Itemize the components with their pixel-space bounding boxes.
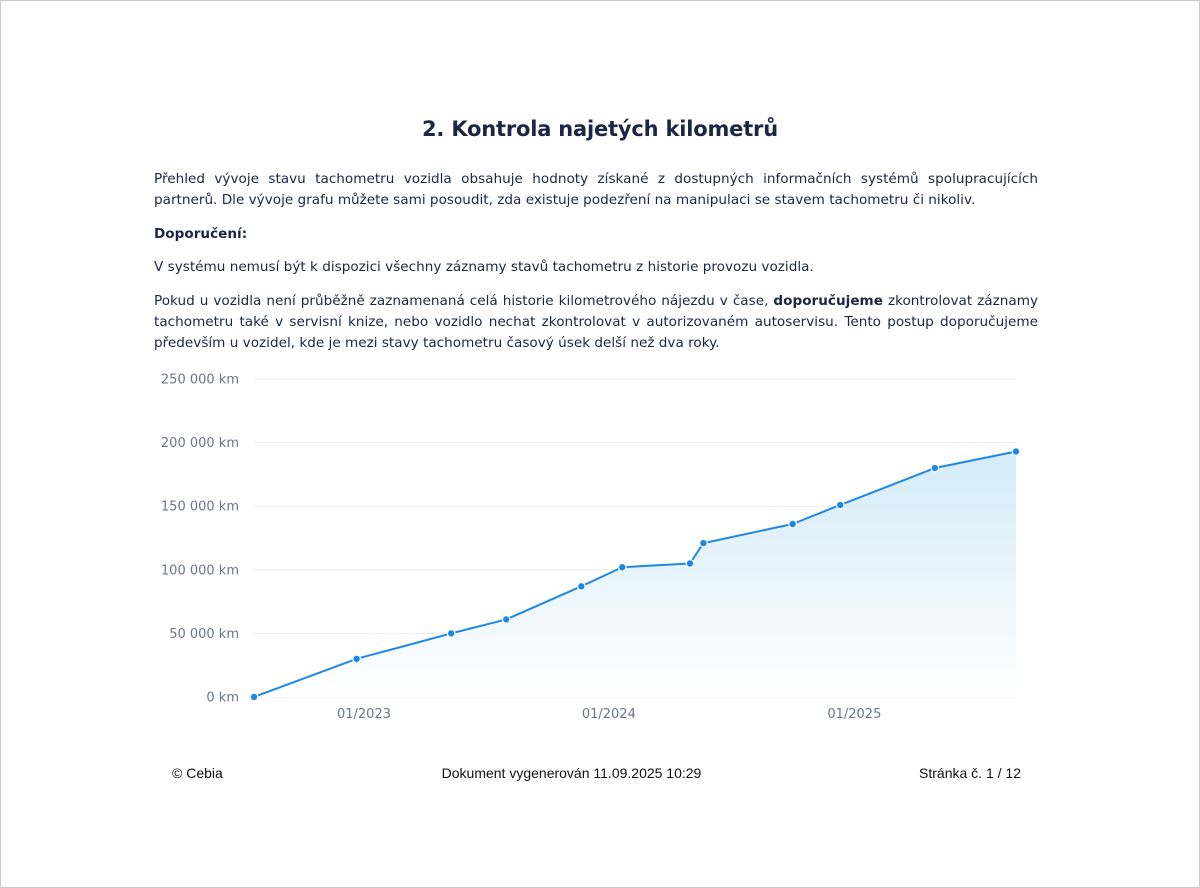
x-tick-label: 01/2025 bbox=[827, 707, 881, 722]
advice-text-start: Pokud u vozidla není průběžně zaznamenan… bbox=[154, 293, 774, 309]
y-tick-label: 50 000 km bbox=[169, 627, 239, 642]
advice-emphasis: doporučujeme bbox=[773, 293, 883, 309]
data-point bbox=[501, 615, 511, 624]
data-point bbox=[576, 581, 586, 591]
footer-page-number: Stránka č. 1 / 12 bbox=[919, 765, 1021, 781]
y-tick-label: 200 000 km bbox=[161, 436, 239, 451]
recommendation-heading: Doporučení: bbox=[154, 226, 248, 242]
data-point bbox=[352, 654, 362, 664]
data-point bbox=[930, 463, 940, 473]
intro-paragraph: Přehled vývoje stavu tachometru vozidla … bbox=[154, 171, 1038, 208]
data-point bbox=[249, 692, 259, 702]
y-tick-label: 100 000 km bbox=[161, 563, 239, 578]
data-point bbox=[1011, 447, 1021, 456]
x-tick-label: 01/2023 bbox=[337, 707, 391, 722]
mileage-chart-svg: 0 km 50 000 km 100 000 km 150 000 km 200 000… bbox=[161, 373, 1021, 722]
data-point bbox=[685, 559, 695, 568]
data-point bbox=[446, 629, 456, 638]
advice-text-end: zkontrolovat záznamy tachometru také v s… bbox=[154, 293, 1038, 351]
data-point bbox=[699, 538, 708, 548]
recommendation-text: V systému nemusí být k dispozici všechny… bbox=[154, 259, 814, 275]
x-tick-label: 01/2024 bbox=[582, 707, 636, 722]
footer-generated-date: Dokument vygenerován 11.09.2025 10:29 bbox=[441, 765, 702, 781]
mileage-chart: 0 km 50 000 km 100 000 km 150 000 km 200 000… bbox=[150, 364, 1030, 734]
advice-paragraph: Pokud u vozidla není průběžně zaznamenan… bbox=[154, 291, 1038, 354]
section-title: 2. Kontrola najetých kilometrů bbox=[422, 117, 778, 141]
series-area bbox=[254, 451, 1016, 697]
data-point bbox=[617, 562, 627, 572]
series-line bbox=[253, 450, 1017, 698]
data-point bbox=[788, 519, 798, 529]
y-tick-label: 150 000 km bbox=[161, 500, 239, 515]
y-tick-label: 0 km bbox=[206, 691, 239, 706]
data-point bbox=[835, 500, 845, 510]
y-tick-label: 250 000 km bbox=[161, 373, 239, 388]
footer-copyright: © Cebia bbox=[172, 765, 223, 781]
